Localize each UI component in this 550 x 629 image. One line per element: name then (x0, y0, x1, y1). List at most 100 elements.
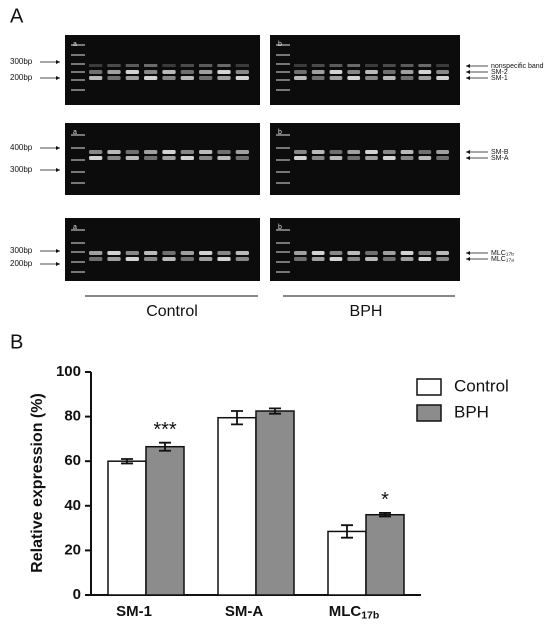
y-tick-label: 60 (64, 452, 81, 469)
gel-band (436, 150, 449, 154)
significance: *** (153, 419, 177, 441)
gel-band (365, 156, 378, 160)
ladder-band (276, 229, 290, 231)
y-tick-label: 0 (73, 586, 81, 603)
gel-band (235, 251, 249, 255)
y-tick-label: 100 (56, 363, 81, 380)
ladder-band (276, 242, 290, 244)
gel-band (144, 64, 158, 67)
group-label: BPH (350, 303, 383, 320)
bar (327, 530, 367, 596)
gel-band (217, 64, 231, 67)
ladder-band (71, 159, 85, 161)
gel-band (162, 70, 176, 74)
gel-band (347, 70, 361, 74)
legend-swatch (416, 404, 442, 422)
gel-band (217, 156, 231, 160)
group-label: Control (146, 303, 198, 320)
gel-band (144, 150, 158, 154)
bar (365, 513, 405, 596)
gel-band (311, 64, 325, 67)
gel-band (329, 64, 343, 67)
arrow-head (466, 257, 470, 261)
arrow-head (466, 251, 470, 255)
bar (107, 460, 147, 596)
gel-band (329, 76, 343, 80)
gel-band (311, 156, 325, 160)
gel-band (382, 64, 396, 67)
lane-mark: a (73, 224, 77, 231)
size-label: 200bp (10, 259, 33, 268)
error-bar (269, 407, 281, 415)
bar (217, 416, 257, 596)
ladder-band (71, 171, 85, 173)
y-tick-label: 40 (64, 497, 81, 514)
gel-band (347, 156, 361, 160)
gel-band (329, 251, 343, 255)
band-label: SM-A (491, 155, 509, 162)
gel-band (382, 251, 396, 255)
gel-band (144, 156, 158, 160)
band-label: MLC17b (491, 250, 514, 258)
gel-band (400, 76, 414, 80)
arrow-head (466, 150, 470, 154)
gel-band (217, 257, 231, 261)
gel-band (107, 64, 121, 67)
gel-band (125, 156, 139, 160)
ladder-band (276, 79, 290, 81)
gel-band (180, 64, 194, 67)
gel-band (235, 64, 249, 67)
gel-band (107, 70, 121, 74)
arrow-head (466, 70, 470, 74)
gel-band (418, 76, 432, 80)
gel-band (365, 70, 378, 74)
ladder-band (71, 44, 85, 46)
gel-band (436, 64, 449, 67)
gel-band (382, 257, 396, 261)
ladder-band (71, 271, 85, 273)
gel-band (436, 251, 449, 255)
gel-band (217, 76, 231, 80)
lane-mark: a (73, 41, 77, 48)
gel-band (107, 76, 121, 80)
gel-band (107, 156, 121, 160)
ladder-band (71, 242, 85, 244)
gel-band (311, 257, 325, 261)
gel-band (382, 76, 396, 80)
gel-band (162, 64, 176, 67)
ladder-band (71, 89, 85, 91)
gel-band (329, 156, 343, 160)
legend-label: BPH (454, 402, 489, 421)
ladder-band (71, 79, 85, 81)
gel-band (217, 251, 231, 255)
ladder-band (276, 271, 290, 273)
gel-band (365, 257, 378, 261)
gel-band (418, 257, 432, 261)
gel-band (89, 150, 103, 154)
ladder-band (71, 71, 85, 73)
gel-band (400, 64, 414, 67)
gel-band (89, 156, 103, 160)
gel-band (329, 257, 343, 261)
gel-band (199, 257, 213, 261)
gel-band (107, 150, 121, 154)
gel-band (365, 64, 378, 67)
gel-band (294, 70, 307, 74)
ladder-band (276, 261, 290, 263)
gel-band (89, 70, 103, 74)
y-axis-label: Relative expression (%) (29, 393, 46, 573)
lane-mark: b (278, 41, 282, 48)
error-bar (231, 410, 243, 426)
gel-band (235, 257, 249, 261)
ladder-band (276, 159, 290, 161)
gel-band (329, 150, 343, 154)
gel-band (180, 70, 194, 74)
gel-band (294, 150, 307, 154)
ladder-band (71, 63, 85, 65)
gel-band (418, 150, 432, 154)
ladder-band (276, 147, 290, 149)
ladder-band (276, 182, 290, 184)
gel-band (199, 64, 213, 67)
gel-band (162, 150, 176, 154)
gel-band (311, 70, 325, 74)
